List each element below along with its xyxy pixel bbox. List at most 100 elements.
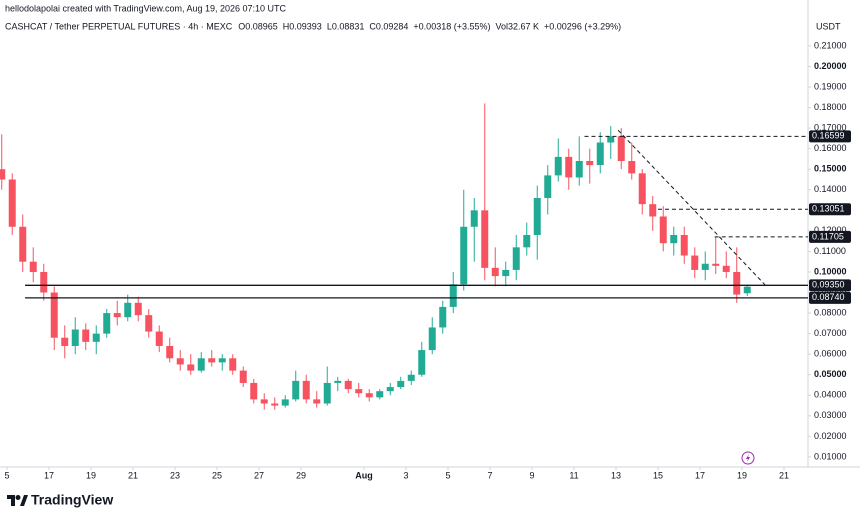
candle-body — [649, 204, 657, 217]
candle-body — [187, 364, 195, 371]
candle-body — [691, 255, 699, 270]
candle-body — [103, 313, 111, 334]
ohlc-value: +0.00318 (+3.55%) — [413, 21, 490, 31]
y-tick-label: 0.18000 — [814, 102, 847, 112]
candle-body — [659, 216, 667, 244]
x-tick-label: 23 — [170, 470, 180, 480]
candle-body — [428, 327, 436, 351]
candle-body — [250, 382, 258, 400]
x-tick-label: 17 — [695, 470, 705, 480]
y-tick-label: 0.02000 — [814, 431, 847, 441]
candle-body — [0, 169, 6, 180]
y-tick-label: 0.15000 — [814, 164, 847, 174]
candle-body — [208, 358, 216, 363]
ohlc-value: C0.09284 — [369, 21, 408, 31]
candle-body — [365, 393, 373, 398]
x-tick-label: 5 — [4, 470, 9, 480]
x-tick-label: 5 — [445, 470, 450, 480]
candle-body — [407, 374, 415, 381]
candle-body — [680, 234, 688, 256]
candle-body — [61, 337, 69, 346]
level-label-box — [809, 291, 851, 304]
level-label: 0.09350 — [812, 280, 845, 290]
candle-body — [481, 210, 489, 268]
candle-body — [638, 173, 646, 205]
candle-body — [229, 358, 237, 371]
candle-body — [218, 358, 226, 363]
y-tick-label: 0.04000 — [814, 390, 847, 400]
brand: TradingView — [31, 492, 113, 508]
plot-area — [0, 103, 751, 410]
y-tick-label: 0.06000 — [814, 349, 847, 359]
candle-body — [502, 269, 510, 277]
y-tick-label: 0.11000 — [814, 246, 846, 256]
candle-body — [334, 380, 342, 383]
x-tick-label: 13 — [611, 470, 621, 480]
y-tick-label: 0.05000 — [814, 369, 847, 379]
y-tick-label: 0.16000 — [814, 143, 847, 153]
candle-body — [313, 399, 321, 404]
logo-mark — [7, 495, 28, 506]
level-label: 0.08740 — [812, 292, 845, 302]
x-tick-label: 21 — [128, 470, 138, 480]
candle-body — [586, 161, 594, 166]
candle-body — [596, 142, 604, 166]
ohlc-value: +0.00296 (+3.29%) — [544, 21, 621, 31]
candle-body — [439, 306, 447, 328]
candle-body — [271, 403, 279, 406]
candle-body — [19, 226, 27, 262]
candle-body — [113, 313, 121, 318]
candle-body — [29, 261, 37, 272]
candle-body — [607, 136, 615, 143]
candle-body — [344, 380, 352, 390]
candle-body — [491, 267, 499, 277]
candle-body — [82, 329, 90, 342]
candle-body — [376, 391, 384, 398]
candle-body — [124, 302, 132, 318]
candle-body — [418, 350, 426, 375]
candle-body — [145, 315, 153, 332]
candle-body — [71, 329, 79, 346]
y-tick-label: 0.01000 — [814, 451, 847, 461]
candle-body — [712, 263, 720, 266]
lightning-icon[interactable] — [741, 451, 755, 465]
candle-body — [281, 399, 289, 406]
candle-body — [575, 161, 583, 178]
candle-body — [155, 331, 163, 346]
y-tick-label: 0.20000 — [814, 61, 847, 71]
trendline — [617, 129, 766, 286]
y-tick-label: 0.10000 — [814, 266, 847, 276]
symbol-title: CASHCAT / Tether PERPETUAL FUTURES · 4h … — [5, 21, 233, 31]
ohlc-value: O0.08965 — [238, 21, 278, 31]
x-tick-label: 7 — [487, 470, 492, 480]
y-tick-label: 0.03000 — [814, 410, 847, 420]
y-tick-label: 0.07000 — [814, 328, 847, 338]
candle-body — [166, 345, 174, 359]
candle-body — [470, 210, 478, 227]
x-tick-label: 29 — [296, 470, 306, 480]
candle-body — [239, 370, 247, 383]
x-tick-label: 11 — [569, 470, 578, 480]
candle-body — [50, 292, 58, 338]
candle-body — [260, 399, 268, 404]
candle-body — [544, 175, 552, 198]
candle-body — [670, 234, 678, 244]
x-tick-label: 27 — [254, 470, 264, 480]
y-tick-label: 0.14000 — [814, 184, 847, 194]
candle-body — [449, 284, 457, 307]
y-tick-label: 0.08000 — [814, 307, 847, 317]
y-tick-label: 0.12000 — [814, 225, 847, 235]
ohlc-value: Vol32.67 K — [495, 21, 539, 31]
candle-body — [176, 358, 184, 365]
x-tick-label: 21 — [779, 470, 789, 480]
x-tick-label: 9 — [529, 470, 534, 480]
level-label-box — [809, 130, 851, 143]
ohlc-value: H0.09393 — [283, 21, 322, 31]
candle-body — [523, 234, 531, 248]
level-label: 0.16599 — [812, 131, 845, 141]
x-tick-label: 3 — [403, 470, 408, 480]
level-label-box — [809, 279, 851, 292]
candle-body — [292, 380, 300, 400]
candle-body — [92, 333, 100, 342]
